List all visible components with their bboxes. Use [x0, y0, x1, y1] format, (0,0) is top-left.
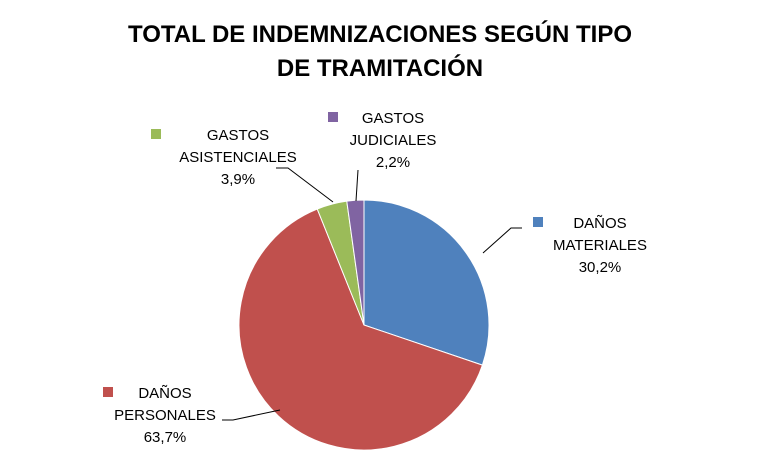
data-label-value-gastos-asistenciales: 3,9%: [221, 171, 255, 188]
leader-line-danos-materiales: [482, 227, 522, 254]
data-label-danos-materiales: MATERIALES: [553, 237, 647, 254]
chart-title-line-1: TOTAL DE INDEMNIZACIONES SEGÚN TIPO: [127, 21, 633, 48]
leader-line-danos-personales: [222, 409, 281, 421]
leader-line-gastos-judiciales: [355, 169, 359, 202]
leader-line-gastos-asistenciales: [276, 167, 334, 203]
data-label-value-gastos-judiciales: 2,2%: [376, 154, 410, 171]
chart-title-line-2: DE TRAMITACIÓN: [276, 55, 484, 82]
data-label-gastos-asistenciales: GASTOS: [207, 127, 269, 144]
pie-slice-gastos-judiciales: [346, 199, 365, 326]
pie-slice-danos-personales: [238, 208, 484, 451]
data-label-gastos-asistenciales: ASISTENCIALES: [179, 149, 297, 166]
chart-title: TOTAL DE INDEMNIZACIONES SEGÚN TIPO DE T…: [80, 18, 680, 86]
pie-slice-danos-materiales: [363, 199, 490, 366]
legend-marker-danos-personales: [103, 387, 113, 397]
data-label-value-danos-materiales: 30,2%: [579, 259, 622, 276]
data-label-gastos-judiciales: JUDICIALES: [350, 132, 437, 149]
legend-marker-gastos-asistenciales: [151, 129, 161, 139]
data-label-danos-personales: PERSONALES: [114, 407, 216, 424]
data-label-gastos-judiciales: GASTOS: [362, 110, 424, 127]
legend-marker-danos-materiales: [533, 217, 543, 227]
data-label-danos-materiales: DAÑOS: [573, 215, 626, 232]
legend-marker-gastos-judiciales: [328, 112, 338, 122]
data-label-danos-personales: DAÑOS: [138, 385, 191, 402]
data-label-value-danos-personales: 63,7%: [144, 429, 187, 446]
